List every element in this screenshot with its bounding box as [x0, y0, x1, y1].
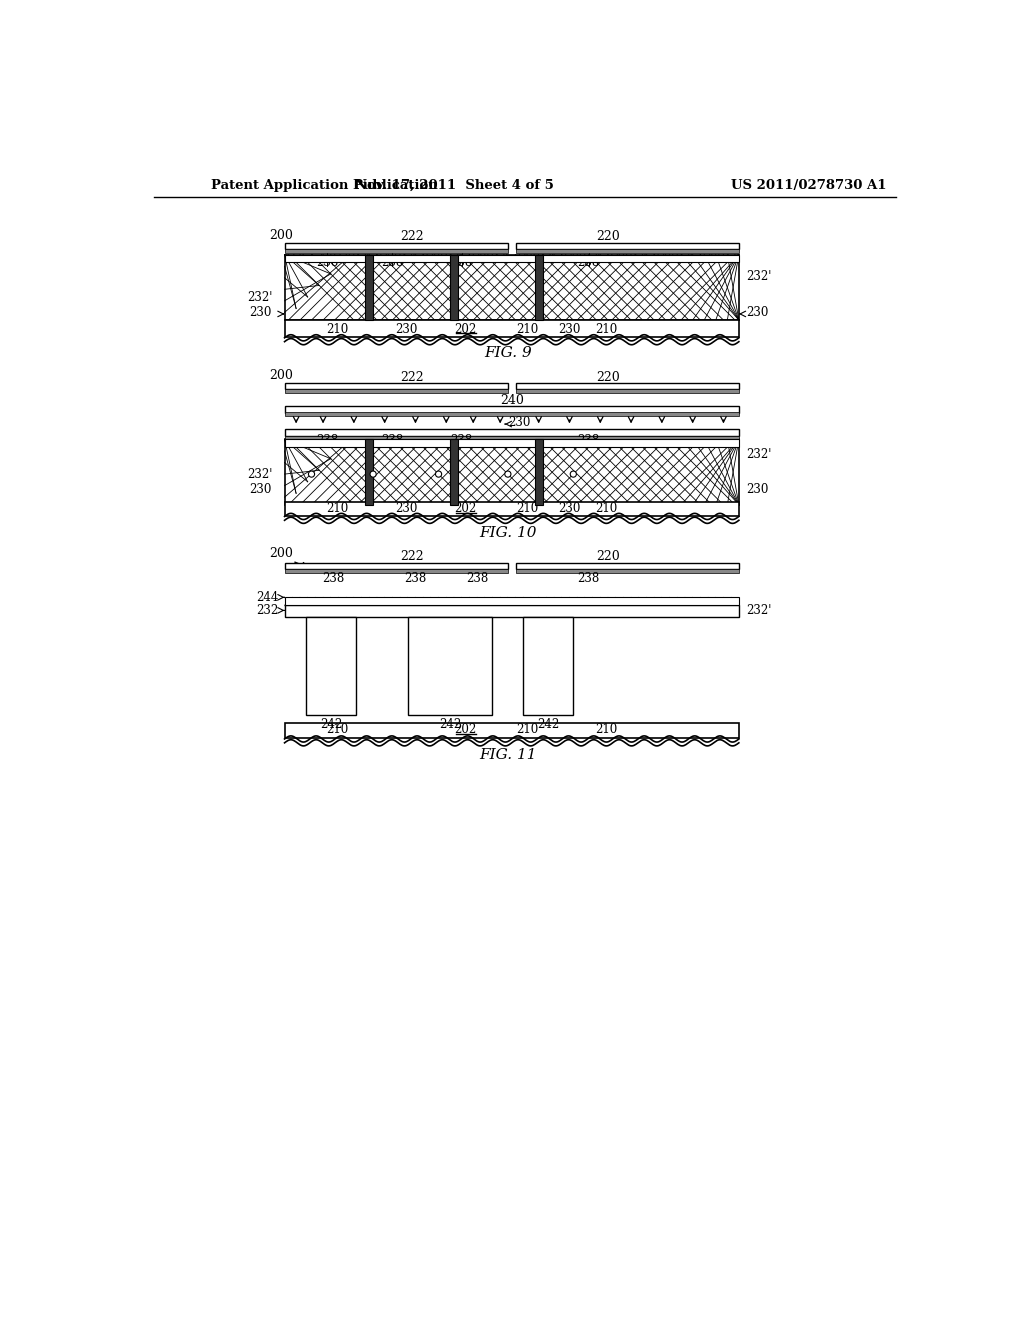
Text: 238: 238	[578, 572, 600, 585]
Bar	[285, 249, 508, 253]
Text: 230: 230	[558, 502, 581, 515]
Bar	[285, 243, 508, 249]
Bar	[285, 605, 739, 616]
Text: 230: 230	[395, 502, 418, 515]
Text: 232': 232'	[746, 447, 772, 461]
Bar	[285, 255, 739, 263]
Text: 200: 200	[268, 370, 293, 381]
Text: 232': 232'	[248, 290, 273, 304]
Text: 230: 230	[558, 323, 581, 335]
Text: 210: 210	[326, 502, 348, 515]
Text: 232': 232'	[746, 269, 772, 282]
Circle shape	[435, 471, 441, 478]
Text: Patent Application Publication: Patent Application Publication	[211, 178, 438, 191]
Text: 238: 238	[381, 434, 403, 447]
Bar	[535, 440, 543, 506]
Text: 238: 238	[322, 572, 344, 585]
Text: 200: 200	[268, 546, 293, 560]
Text: 200: 200	[268, 228, 293, 242]
Text: Nov. 17, 2011  Sheet 4 of 5: Nov. 17, 2011 Sheet 4 of 5	[354, 178, 553, 191]
Bar	[515, 562, 739, 569]
Text: 210: 210	[516, 723, 539, 737]
Bar	[515, 249, 739, 253]
Text: 210: 210	[516, 323, 539, 335]
Text: 242: 242	[321, 718, 343, 731]
Text: US 2011/0278730 A1: US 2011/0278730 A1	[731, 178, 887, 191]
Text: 210: 210	[326, 323, 348, 335]
Text: 238: 238	[315, 256, 338, 269]
Circle shape	[370, 471, 376, 478]
Text: 220: 220	[596, 371, 620, 384]
Text: 238: 238	[404, 572, 427, 585]
Bar	[285, 255, 739, 321]
Text: 232: 232	[256, 603, 279, 616]
Text: 202: 202	[455, 323, 476, 335]
Bar	[285, 407, 739, 412]
Text: 238: 238	[451, 434, 473, 447]
Text: 242: 242	[538, 718, 560, 731]
Bar	[285, 429, 739, 436]
Text: 238: 238	[451, 256, 473, 269]
Text: 210: 210	[595, 723, 617, 737]
Text: 238: 238	[578, 256, 600, 269]
Text: FIG. 10: FIG. 10	[479, 527, 537, 540]
Circle shape	[308, 471, 314, 478]
Bar	[285, 436, 739, 440]
Bar	[535, 255, 543, 321]
Text: 232': 232'	[248, 467, 273, 480]
Text: 210: 210	[595, 323, 617, 335]
Bar	[285, 389, 508, 393]
Bar	[285, 597, 739, 605]
Text: 238: 238	[315, 434, 338, 447]
Bar	[285, 569, 508, 573]
Bar	[523, 616, 573, 715]
Bar	[451, 440, 458, 506]
Bar	[285, 723, 739, 738]
Circle shape	[505, 471, 511, 478]
Bar	[285, 502, 739, 516]
Text: 232': 232'	[746, 603, 772, 616]
Bar	[515, 243, 739, 249]
Bar	[366, 255, 373, 321]
Bar	[515, 569, 739, 573]
Text: 230: 230	[249, 483, 271, 496]
Bar	[285, 440, 739, 506]
Bar	[515, 383, 739, 389]
Text: FIG. 9: FIG. 9	[484, 346, 531, 360]
Bar	[451, 255, 458, 321]
Text: FIG. 11: FIG. 11	[479, 748, 537, 762]
Bar	[366, 440, 373, 506]
Text: 238: 238	[578, 434, 600, 447]
Bar	[306, 616, 356, 715]
Bar	[285, 562, 508, 569]
Bar	[285, 440, 739, 447]
Text: 210: 210	[516, 502, 539, 515]
Text: 238: 238	[466, 572, 488, 585]
Text: 230: 230	[746, 483, 769, 496]
Text: 230: 230	[249, 306, 271, 319]
Text: 222: 222	[399, 550, 423, 564]
Text: 222: 222	[399, 371, 423, 384]
Bar	[408, 616, 493, 715]
Text: 238: 238	[381, 256, 403, 269]
Text: 222: 222	[399, 231, 423, 243]
Text: 240: 240	[500, 395, 523, 408]
Text: 230: 230	[395, 323, 418, 335]
Bar	[515, 389, 739, 393]
Text: 220: 220	[596, 231, 620, 243]
Text: 230: 230	[508, 416, 530, 429]
Text: 242: 242	[439, 718, 461, 731]
Text: 210: 210	[326, 723, 348, 737]
Text: 230: 230	[746, 306, 769, 319]
Text: 202: 202	[455, 723, 476, 737]
Text: 210: 210	[595, 502, 617, 515]
Bar	[285, 321, 739, 337]
Text: 202: 202	[455, 502, 476, 515]
Text: 244: 244	[256, 591, 279, 603]
Circle shape	[570, 471, 577, 478]
Text: 220: 220	[596, 550, 620, 564]
Bar	[285, 383, 508, 389]
Bar	[285, 412, 739, 416]
